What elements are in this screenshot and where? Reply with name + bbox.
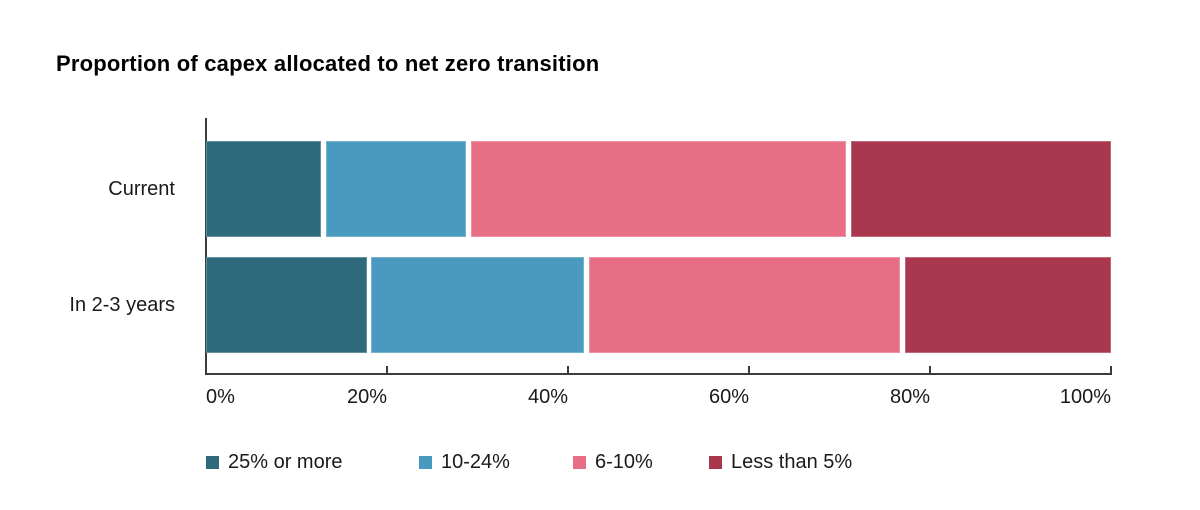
- x-axis-tick-40%: [567, 366, 569, 373]
- x-axis-line: [205, 373, 1112, 375]
- x-axis-tick-label: 40%: [527, 386, 568, 408]
- bar-segment-in-2-3-years-6-10: [588, 257, 901, 353]
- y-axis-line: [205, 118, 207, 375]
- bar-segment-current-25-or-more: [206, 141, 322, 237]
- legend-label-25-or-more: 25% or more: [228, 451, 343, 473]
- chart-title: Proportion of capex allocated to net zer…: [56, 51, 600, 76]
- legend-swatch-6-10: [573, 456, 586, 469]
- bar-segment-current-10-24: [326, 141, 467, 237]
- x-axis-tick-80%: [929, 366, 931, 373]
- legend-swatch-10-24: [419, 456, 432, 469]
- x-axis-tick-100%: [1110, 366, 1112, 373]
- x-axis-tick-label: 0%: [206, 386, 235, 408]
- bar-segment-in-2-3-years-25-or-more: [206, 257, 367, 353]
- x-axis-tick-label: 80%: [889, 386, 930, 408]
- legend-item-10-24: 10-24%: [419, 450, 510, 475]
- legend-item-25-or-more: 25% or more: [206, 450, 343, 475]
- bar-segment-current-6-10: [470, 141, 847, 237]
- row-label-in-2-3-years: In 2-3 years: [69, 294, 175, 316]
- bar-segment-in-2-3-years-10-24: [371, 257, 584, 353]
- legend-item-less-than-5: Less than 5%: [709, 450, 852, 475]
- row-label-current: Current: [108, 178, 175, 200]
- legend-swatch-less-than-5: [709, 456, 722, 469]
- bar-segment-current-less-than-5: [850, 141, 1111, 237]
- bar-segment-in-2-3-years-less-than-5: [905, 257, 1111, 353]
- legend-item-6-10: 6-10%: [573, 450, 653, 475]
- legend-label-10-24: 10-24%: [441, 451, 510, 473]
- x-axis-tick-label: 60%: [708, 386, 749, 408]
- x-axis-tick-label: 100%: [1059, 386, 1111, 408]
- x-axis-tick-label: 20%: [346, 386, 387, 408]
- legend-swatch-25-or-more: [206, 456, 219, 469]
- legend-label-less-than-5: Less than 5%: [731, 451, 853, 473]
- legend-label-6-10: 6-10%: [595, 451, 653, 473]
- x-axis-tick-20%: [386, 366, 388, 373]
- x-axis-tick-60%: [748, 366, 750, 373]
